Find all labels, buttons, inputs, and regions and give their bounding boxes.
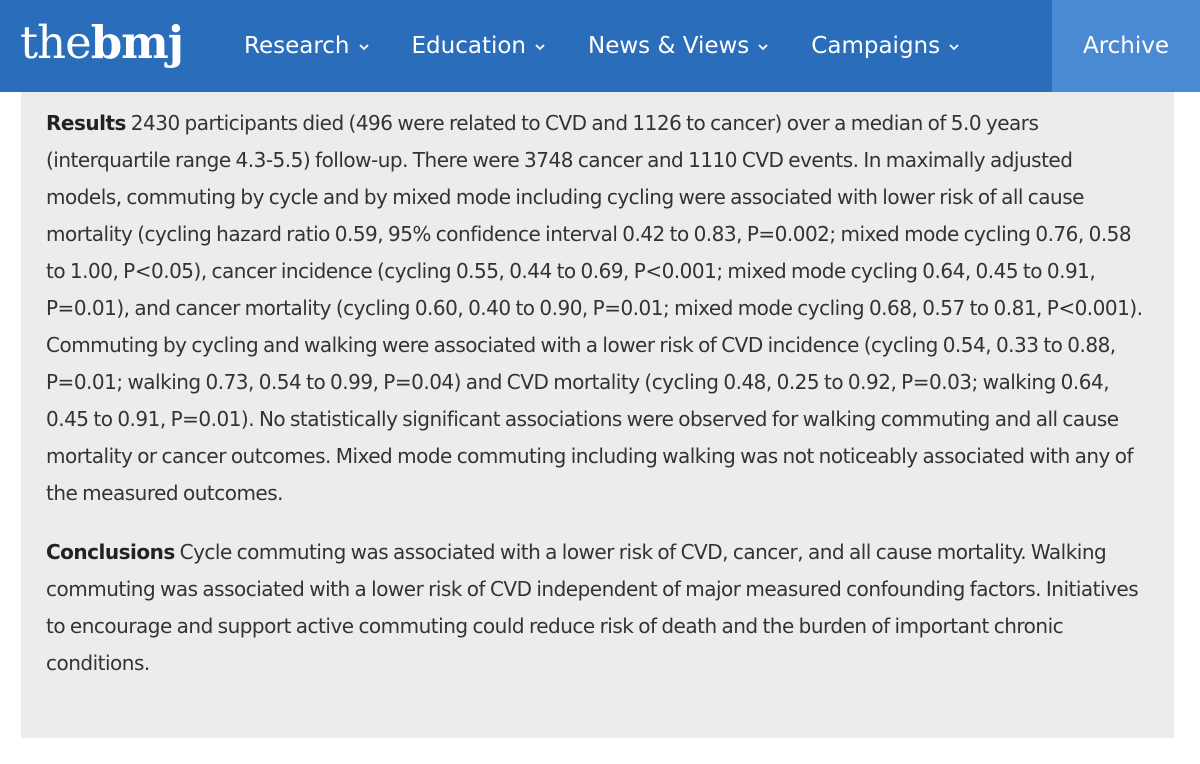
- bmj-logo[interactable]: thebmj: [20, 15, 184, 71]
- logo-the-text: the: [20, 16, 92, 69]
- results-section: Results 2430 participants died (496 were…: [46, 105, 1151, 512]
- main-nav: Research Education News & Views Campaign…: [244, 0, 960, 92]
- nav-item-archive[interactable]: Archive: [1052, 0, 1200, 92]
- chevron-down-icon: [358, 44, 369, 51]
- chevron-down-icon: [535, 44, 545, 51]
- results-text: 2430 participants died (496 were related…: [46, 111, 1143, 505]
- nav-item-news-views[interactable]: News & Views: [588, 33, 769, 59]
- abstract-panel: Results 2430 participants died (496 were…: [21, 92, 1174, 738]
- nav-item-education[interactable]: Education: [412, 33, 547, 59]
- chevron-down-icon: [758, 44, 768, 51]
- conclusions-section: Conclusions Cycle commuting was associat…: [46, 534, 1151, 682]
- top-navigation-bar: thebmj Research Education News & Views C…: [0, 0, 1200, 92]
- nav-item-label: Research: [244, 33, 350, 59]
- nav-item-campaigns[interactable]: Campaigns: [811, 33, 960, 59]
- results-heading: Results: [46, 111, 126, 135]
- archive-label: Archive: [1082, 33, 1170, 59]
- conclusions-text: Cycle commuting was associated with a lo…: [46, 540, 1139, 675]
- nav-item-label: Education: [411, 33, 527, 59]
- nav-item-label: Campaigns: [811, 33, 941, 59]
- conclusions-heading: Conclusions: [46, 540, 175, 564]
- nav-item-label: News & Views: [588, 33, 750, 59]
- chevron-down-icon: [949, 44, 959, 51]
- nav-item-research[interactable]: Research: [244, 33, 370, 59]
- logo-bmj-text: bmj: [90, 16, 184, 69]
